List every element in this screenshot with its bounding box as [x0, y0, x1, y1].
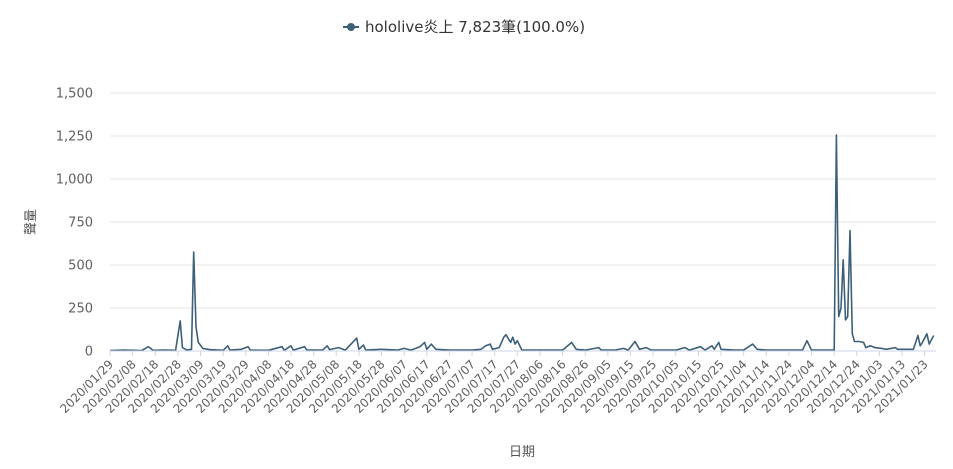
gridlines — [110, 92, 936, 309]
x-axis-title: 日期 — [509, 445, 535, 460]
series-line — [109, 134, 935, 352]
y-axis-title: 聲量 — [23, 209, 39, 235]
y-tick-label: 750 — [68, 216, 93, 231]
legend[interactable]: hololive炎上 7,823筆(100.0%) — [343, 18, 585, 36]
y-tick-label: 1,000 — [56, 173, 93, 188]
y-tick-label: 0 — [85, 345, 93, 360]
y-tick-label: 1,500 — [56, 87, 93, 102]
y-tick-label: 1,250 — [56, 130, 93, 145]
y-tick-label: 250 — [68, 302, 93, 317]
y-axis-ticks: 0 250 500 750 1,000 1,250 1,500 — [56, 87, 93, 360]
legend-label: hololive炎上 7,823筆(100.0%) — [365, 18, 585, 36]
legend-marker-icon — [347, 23, 355, 31]
x-axis-ticks: 2020/01/292020/02/082020/02/182020/02/28… — [57, 351, 931, 416]
y-tick-label: 500 — [68, 259, 93, 274]
